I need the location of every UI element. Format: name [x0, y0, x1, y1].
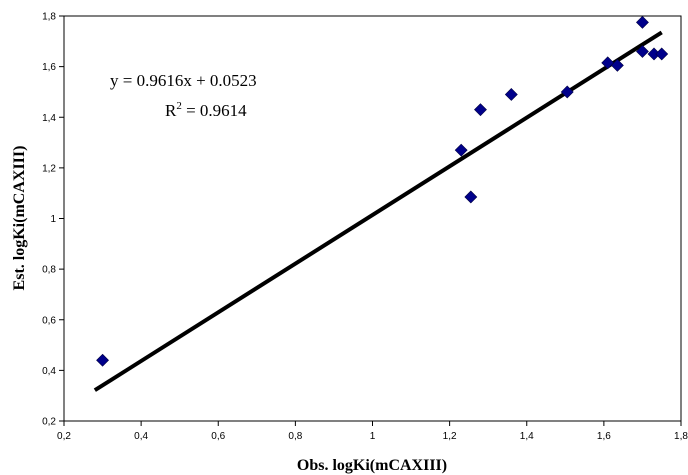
y-tick-label: 1,8 [42, 12, 56, 23]
y-tick-label: 1,6 [42, 62, 56, 73]
y-tick-label: 0,4 [42, 366, 56, 377]
x-tick-label: 0,6 [211, 431, 225, 442]
x-tick-label: 0,2 [57, 431, 71, 442]
r-squared-label: R2 = 0.9614 [165, 100, 247, 120]
data-point [655, 47, 669, 61]
data-point [636, 45, 649, 58]
y-tick-label: 1,2 [42, 163, 56, 174]
data-point [610, 58, 624, 72]
r-squared-value: = 0.9614 [182, 101, 247, 120]
data-point [464, 190, 478, 204]
y-axis: 0,2 0,4 0,6 0,8 1 1,2 1,4 1,6 1,8 [42, 12, 64, 428]
x-axis: 0,2 0,4 0,6 0,8 1 1,2 1,4 1,6 1,8 [57, 421, 688, 442]
trendline-equation: y = 0.9616x + 0.0523 [110, 71, 257, 90]
x-tick-label: 0,4 [134, 431, 148, 442]
y-tick-label: 0,2 [42, 417, 56, 428]
data-point [454, 143, 468, 157]
x-tick-label: 1,2 [443, 431, 457, 442]
data-point [96, 353, 109, 367]
r-squared-r: R [165, 101, 177, 120]
x-tick-label: 1,6 [597, 431, 611, 442]
x-tick-label: 1 [370, 431, 376, 442]
data-point [504, 88, 518, 101]
data-point [601, 56, 615, 70]
y-tick-label: 1 [50, 214, 56, 225]
x-axis-title: Obs. logKi(mCAXIII) [297, 457, 447, 474]
x-tick-label: 1,4 [520, 431, 534, 442]
data-point [474, 103, 487, 117]
r-squared-sup: 2 [176, 100, 182, 112]
y-axis-title: Est. logKi(mCAXIII) [11, 146, 28, 291]
data-point [636, 15, 649, 29]
data-points [96, 15, 669, 367]
x-tick-label: 0,8 [288, 431, 302, 442]
x-tick-label: 1,8 [674, 431, 688, 442]
y-tick-label: 1,4 [42, 113, 56, 124]
data-point [560, 85, 574, 99]
y-tick-label: 0,6 [42, 315, 56, 326]
y-tick-label: 0,8 [42, 265, 56, 276]
